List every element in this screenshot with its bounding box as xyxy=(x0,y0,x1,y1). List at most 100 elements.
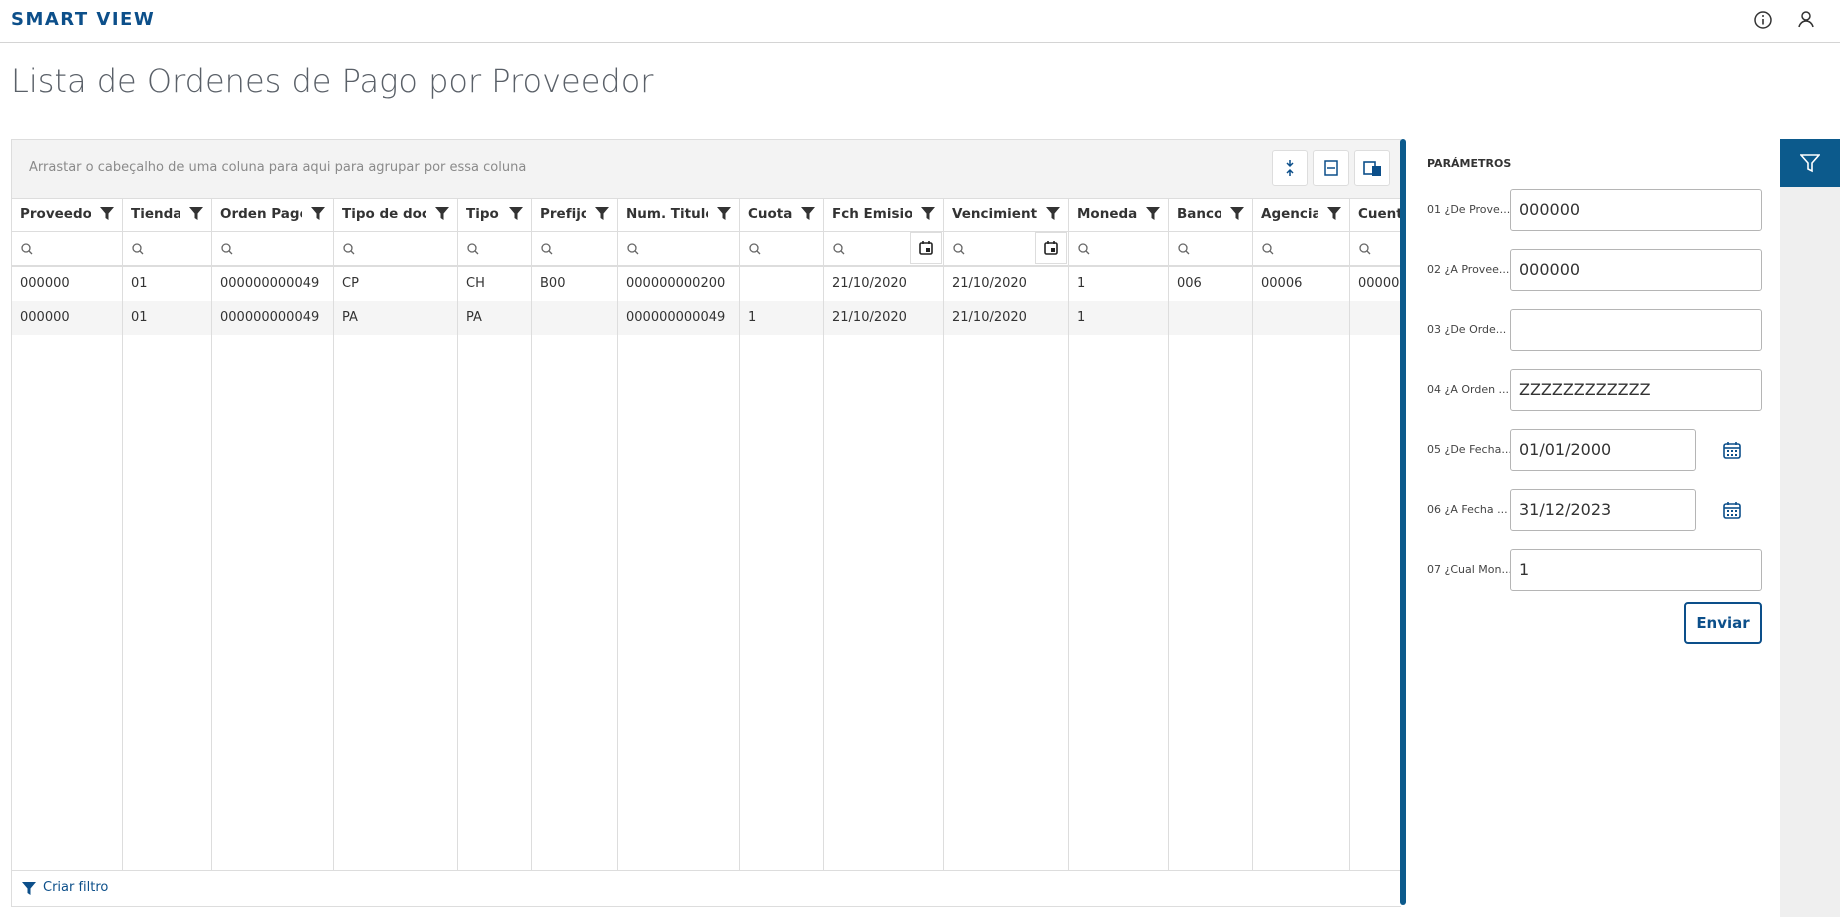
parameters-title: PARÁMETROS xyxy=(1427,157,1512,170)
group-hint: Arrastar o cabeçalho de uma coluna para … xyxy=(29,160,527,175)
data-row xyxy=(12,301,1401,335)
column-divider xyxy=(740,198,824,871)
cell: 1 xyxy=(1077,276,1086,291)
search-icon xyxy=(1359,243,1371,255)
column-divider xyxy=(212,198,334,871)
parameter-input[interactable]: 31/12/2023 xyxy=(1510,489,1696,531)
search-icon xyxy=(21,243,33,255)
data-row xyxy=(12,267,1401,301)
search-icon xyxy=(1262,243,1274,255)
parameter-label: 04 ¿A Orden ... xyxy=(1427,383,1510,396)
parameter-input[interactable]: ZZZZZZZZZZZZ xyxy=(1510,369,1762,411)
cell: 21/10/2020 xyxy=(952,276,1027,291)
header-row xyxy=(12,198,1401,232)
column-filter-icon[interactable] xyxy=(921,207,935,221)
collapse-button[interactable] xyxy=(1272,150,1308,186)
column-filter-icon[interactable] xyxy=(1230,207,1244,221)
column-filter-icon[interactable] xyxy=(801,207,815,221)
cell: CP xyxy=(342,276,359,291)
calendar-button[interactable] xyxy=(1722,440,1742,460)
calendar-button[interactable] xyxy=(1722,500,1742,520)
parameter-label: 05 ¿De Fecha... xyxy=(1427,443,1512,456)
group-panel: Arrastar o cabeçalho de uma coluna para … xyxy=(12,140,1401,199)
cell: 01 xyxy=(131,276,148,291)
column-divider xyxy=(12,198,123,871)
column-header: Proveedor xyxy=(20,206,91,222)
cell: 006 xyxy=(1177,276,1202,291)
filter-toggle-icon xyxy=(1800,154,1820,173)
column-divider xyxy=(824,198,944,871)
column-filter-icon[interactable] xyxy=(435,207,449,221)
column-filter-icon[interactable] xyxy=(189,207,203,221)
column-filter-icon[interactable] xyxy=(1046,207,1060,221)
column-divider xyxy=(458,198,532,871)
column-filter-icon[interactable] xyxy=(311,207,325,221)
column-header: Tienda xyxy=(131,206,180,222)
column-filter-icon[interactable] xyxy=(509,207,523,221)
cell: 21/10/2020 xyxy=(952,310,1027,325)
parameter-input[interactable]: 1 xyxy=(1510,549,1762,591)
calendar-icon xyxy=(1044,241,1058,255)
search-icon xyxy=(833,243,845,255)
export-button[interactable] xyxy=(1313,150,1349,186)
column-filter-icon[interactable] xyxy=(100,207,114,221)
cell: PA xyxy=(342,310,358,325)
column-header: Fch Emision xyxy=(832,206,912,222)
cell: 000000000049 xyxy=(220,276,320,291)
parameter-input[interactable]: 01/01/2000 xyxy=(1510,429,1696,471)
column-header: Moneda xyxy=(1077,206,1137,222)
column-divider xyxy=(334,198,458,871)
cell: 000000 xyxy=(1358,276,1401,291)
column-header: Prefijo xyxy=(540,206,586,222)
cell: 21/10/2020 xyxy=(832,310,907,325)
user-icon[interactable] xyxy=(1796,9,1816,29)
cell: 21/10/2020 xyxy=(832,276,907,291)
search-icon xyxy=(467,243,479,255)
filter-row xyxy=(12,231,1401,267)
search-icon xyxy=(953,243,965,255)
page-title: Lista de Ordenes de Pago por Proveedor xyxy=(11,62,654,100)
column-divider xyxy=(618,198,740,871)
column-divider xyxy=(944,198,1069,871)
cell: 000000 xyxy=(20,310,70,325)
parameter-value: 1 xyxy=(1519,560,1530,579)
column-filter-icon[interactable] xyxy=(595,207,609,221)
parameter-value: 000000 xyxy=(1519,260,1581,279)
column-header: Banco xyxy=(1177,206,1221,222)
parameter-input[interactable] xyxy=(1510,309,1762,351)
column-header: Agencia xyxy=(1261,206,1318,222)
column-filter-icon[interactable] xyxy=(717,207,731,221)
column-header: Cuenta xyxy=(1358,206,1401,222)
side-strip xyxy=(1780,139,1840,917)
column-header: Num. Titulo xyxy=(626,206,708,222)
cell: CH xyxy=(466,276,485,291)
parameter-input[interactable]: 000000 xyxy=(1510,189,1762,231)
parameters-panel: PARÁMETROS Enviar 01 ¿De Prove... 000000 0… xyxy=(1406,139,1780,917)
columns-button[interactable] xyxy=(1354,150,1390,186)
search-icon xyxy=(541,243,553,255)
filter-icon[interactable] xyxy=(22,882,36,896)
search-icon xyxy=(1178,243,1190,255)
column-divider xyxy=(532,198,618,871)
parameter-label: 06 ¿A Fecha ... xyxy=(1427,503,1508,516)
cell: 01 xyxy=(131,310,148,325)
send-button[interactable]: Enviar xyxy=(1684,602,1762,644)
columns-icon xyxy=(1363,161,1381,176)
top-bar: SMART VIEW xyxy=(0,0,1840,43)
column-header: Tipo de doc. xyxy=(342,206,426,222)
info-icon[interactable] xyxy=(1753,10,1773,30)
collapse-icon xyxy=(1286,160,1294,176)
splitter[interactable] xyxy=(1400,139,1406,905)
column-divider xyxy=(123,198,212,871)
parameter-value: 01/01/2000 xyxy=(1519,440,1612,459)
filter-toggle[interactable] xyxy=(1780,139,1840,187)
cell: 000000000200 xyxy=(626,276,726,291)
create-filter-link[interactable]: Criar filtro xyxy=(43,880,109,895)
column-filter-icon[interactable] xyxy=(1327,207,1341,221)
parameter-input[interactable]: 000000 xyxy=(1510,249,1762,291)
parameter-value: ZZZZZZZZZZZZ xyxy=(1519,380,1651,399)
calendar-icon xyxy=(919,241,933,255)
column-filter-icon[interactable] xyxy=(1146,207,1160,221)
